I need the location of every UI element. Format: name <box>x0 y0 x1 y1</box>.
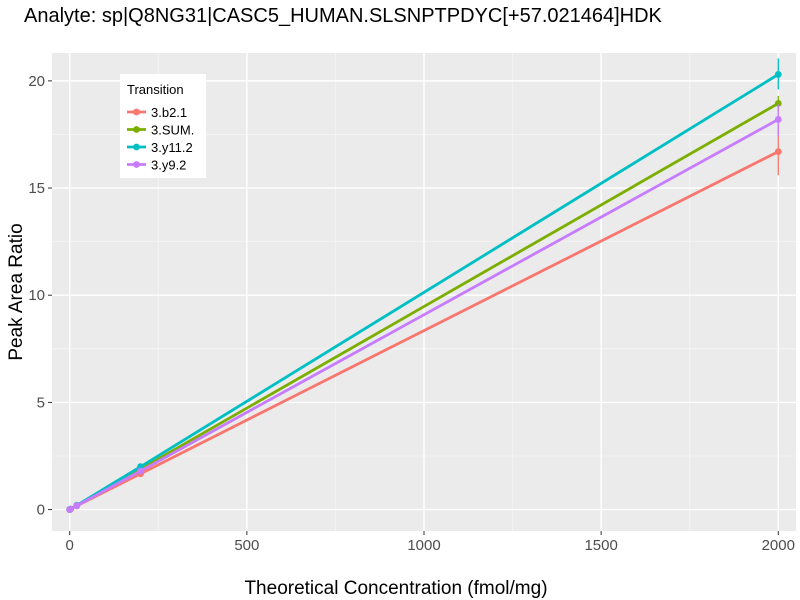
data-point <box>137 467 144 475</box>
data-point <box>774 99 782 107</box>
legend-entry: 3.y11.2 <box>127 140 193 155</box>
data-point <box>774 71 782 78</box>
y-tick-label: 10 <box>28 287 45 304</box>
x-tick-label: 2000 <box>762 537 795 554</box>
y-axis: 0 5 10 15 20 <box>28 73 52 519</box>
legend-entry: 3.SUM. <box>127 123 194 138</box>
chart-title: Analyte: sp|Q8NG31|CASC5_HUMAN.SLSNPTPDY… <box>24 5 663 27</box>
legend-key-point <box>133 126 140 133</box>
series-layer <box>66 58 782 513</box>
y-axis-title: Peak Area Ratio <box>6 223 27 360</box>
legend-key-point <box>133 108 140 116</box>
x-tick-label: 1500 <box>584 537 617 554</box>
legend-background <box>120 74 206 178</box>
legend-label: 3.b2.1 <box>151 105 187 120</box>
legend-entry: 3.y9.2 <box>127 158 186 173</box>
y-tick-label: 20 <box>28 73 45 90</box>
data-point <box>774 116 782 123</box>
data-point <box>73 502 81 510</box>
y-tick-label: 0 <box>37 502 45 519</box>
series-3-y9-2 <box>66 104 782 513</box>
legend-title: Transition <box>127 82 184 97</box>
y-tick-label: 5 <box>37 394 45 411</box>
legend-key-point <box>133 143 140 151</box>
legend: Transition 3.b2.1 3.SUM. 3.y11.2 3.y9.2 <box>120 74 206 178</box>
data-point <box>67 505 74 513</box>
legend-entries: 3.b2.1 3.SUM. 3.y11.2 3.y9.2 <box>127 105 194 173</box>
y-tick-label: 15 <box>28 180 45 197</box>
legend-key-point <box>133 161 140 168</box>
x-tick-label: 0 <box>66 537 74 554</box>
data-point <box>774 148 782 156</box>
legend-label: 3.y9.2 <box>151 158 186 173</box>
x-axis: 0 500 1000 1500 2000 <box>66 531 795 554</box>
legend-label: 3.SUM. <box>151 123 194 138</box>
x-tick-label: 1000 <box>407 537 440 554</box>
legend-label: 3.y11.2 <box>151 140 193 155</box>
legend-entry: 3.b2.1 <box>127 105 187 120</box>
x-axis-title: Theoretical Concentration (fmol/mg) <box>244 578 547 599</box>
x-tick-label: 500 <box>234 537 259 554</box>
